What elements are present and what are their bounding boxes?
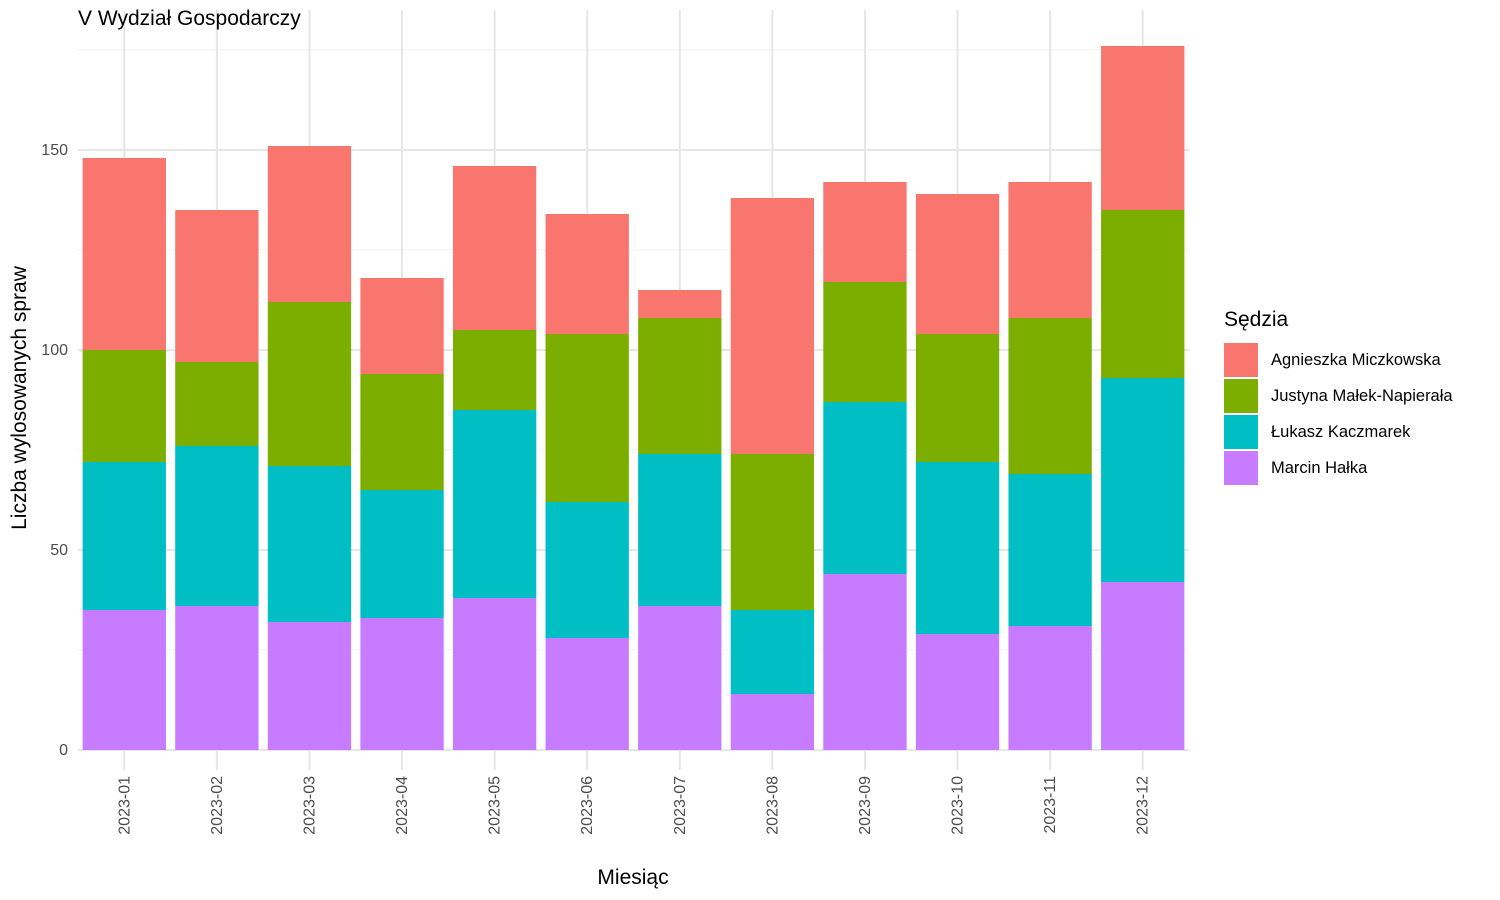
bar-segment xyxy=(267,146,352,302)
legend-title: Sędzia xyxy=(1224,308,1289,331)
bar-segment xyxy=(1008,474,1092,626)
bar-segment xyxy=(823,182,907,282)
bar-segment xyxy=(730,694,815,750)
x-axis-ticks: 2023-01 2023-02 2023-03 2023-04 2023-05 2023-… xyxy=(116,776,1151,835)
bar-segment xyxy=(823,574,907,750)
bar-segment xyxy=(452,598,537,750)
bar-segment xyxy=(915,194,1000,334)
x-tick-label: 2023-04 xyxy=(394,776,411,835)
bar-segment xyxy=(1101,210,1185,378)
x-tick-label: 2023-07 xyxy=(672,776,689,835)
x-axis-label: Miesiąc xyxy=(597,866,669,889)
bar-segment xyxy=(1008,182,1092,318)
bar-segment xyxy=(638,606,722,750)
bar-segment xyxy=(1101,378,1185,582)
bar-segment xyxy=(638,454,722,606)
bar-segment xyxy=(730,454,815,610)
bar-segment xyxy=(82,610,166,750)
y-tick-label: 150 xyxy=(41,142,68,159)
x-tick-label: 2023-02 xyxy=(209,776,226,835)
x-tick-label: 2023-05 xyxy=(487,776,504,835)
bar-segment xyxy=(452,166,537,330)
legend-swatch xyxy=(1224,451,1258,485)
x-tick-label: 2023-08 xyxy=(764,776,781,835)
y-tick-label: 50 xyxy=(50,542,68,559)
y-axis-ticks: 0 50 100 150 xyxy=(41,142,68,759)
bar-segment xyxy=(638,318,722,454)
bar-segment xyxy=(545,502,629,638)
bar-segment xyxy=(360,278,444,374)
bar-segment xyxy=(1008,626,1092,750)
bar-segment xyxy=(730,198,815,454)
bar-segment xyxy=(915,334,1000,462)
bar-segment xyxy=(1101,46,1185,210)
bar-segment xyxy=(175,446,259,606)
bar-segment xyxy=(175,210,259,362)
bar-segment xyxy=(638,290,722,318)
bar-segment xyxy=(823,282,907,402)
x-tick-label: 2023-06 xyxy=(579,776,596,835)
bar-segment xyxy=(545,214,629,334)
legend-swatch xyxy=(1224,343,1258,377)
bar-segment xyxy=(915,634,1000,750)
chart-title: V Wydział Gospodarczy xyxy=(78,7,301,30)
bar-segment xyxy=(823,402,907,574)
x-tick-label: 2023-03 xyxy=(301,776,318,835)
x-tick-label: 2023-11 xyxy=(1042,776,1059,834)
legend-swatch xyxy=(1224,379,1258,413)
bar-segment xyxy=(545,334,629,502)
x-tick-label: 2023-12 xyxy=(1135,776,1152,835)
legend-label: Justyna Małek-Napierała xyxy=(1271,386,1453,405)
bar-segment xyxy=(730,610,815,694)
bar-segment xyxy=(545,638,629,750)
y-tick-label: 0 xyxy=(59,742,68,759)
legend-label: Agnieszka Miczkowska xyxy=(1271,350,1441,369)
bar-segment xyxy=(82,462,166,610)
legend-item: Marcin Hałka xyxy=(1224,450,1453,486)
bars xyxy=(82,46,1185,750)
legend-item: Agnieszka Miczkowska xyxy=(1224,342,1453,378)
bar-segment xyxy=(267,302,352,466)
bar-segment xyxy=(175,362,259,446)
bar-segment xyxy=(267,466,352,622)
legend-label: Łukasz Kaczmarek xyxy=(1271,422,1411,441)
legend: Sędzia Agnieszka Miczkowska Justyna Małe… xyxy=(1224,308,1453,486)
bar-segment xyxy=(452,330,537,410)
legend-item: Justyna Małek-Napierała xyxy=(1224,378,1453,414)
x-tick-label: 2023-01 xyxy=(116,776,133,835)
bar-segment xyxy=(915,462,1000,634)
bar-segment xyxy=(82,158,166,350)
legend-label: Marcin Hałka xyxy=(1271,458,1368,477)
bar-segment xyxy=(360,490,444,618)
bar-segment xyxy=(175,606,259,750)
y-axis-label: Liczba wylosowanych spraw xyxy=(8,266,31,530)
x-tick-label: 2023-10 xyxy=(950,776,967,835)
legend-item: Łukasz Kaczmarek xyxy=(1224,414,1453,450)
y-tick-label: 100 xyxy=(41,342,68,359)
bar-segment xyxy=(267,622,352,750)
legend-swatch xyxy=(1224,415,1258,449)
bar-segment xyxy=(360,374,444,490)
bar-segment xyxy=(1008,318,1092,474)
x-tick-label: 2023-09 xyxy=(857,776,874,835)
bar-segment xyxy=(1101,582,1185,750)
bar-segment xyxy=(452,410,537,598)
bar-segment xyxy=(360,618,444,750)
bar-segment xyxy=(82,350,166,462)
